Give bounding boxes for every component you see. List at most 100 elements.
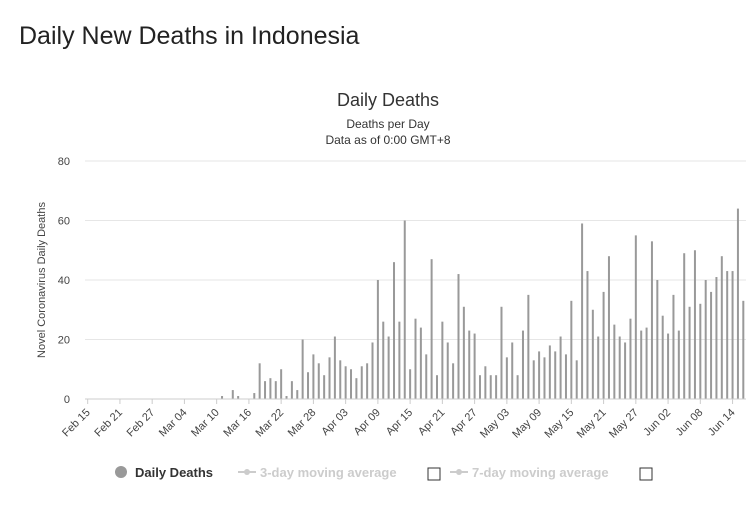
x-tick-label: Jun 08 (674, 407, 706, 439)
bar (452, 363, 455, 399)
bar (538, 351, 541, 399)
x-tick-label: Feb 27 (125, 407, 158, 440)
bar (269, 378, 272, 399)
bar (280, 369, 283, 399)
bar (532, 360, 535, 399)
bar (489, 375, 492, 399)
bar (323, 375, 326, 399)
x-tick-label: May 21 (575, 407, 609, 441)
bar (484, 366, 487, 399)
bar (403, 220, 406, 399)
bar (264, 381, 267, 399)
bar (527, 294, 530, 399)
bar (505, 357, 508, 399)
x-tick-label: Jun 14 (706, 407, 738, 439)
bar (672, 294, 675, 399)
bar (597, 336, 600, 399)
bar (301, 339, 304, 399)
x-tick-label: Apr 21 (416, 407, 447, 438)
bar (328, 357, 331, 399)
bar (435, 375, 438, 399)
bar (495, 375, 498, 399)
legend-item[interactable]: 3-day moving average (260, 465, 397, 480)
bar (720, 256, 723, 399)
legend-item[interactable]: Daily Deaths (135, 465, 213, 480)
bar (253, 393, 256, 399)
bar (683, 253, 686, 399)
x-tick-label: Mar 04 (157, 407, 190, 440)
x-tick-label: Mar 22 (254, 407, 287, 440)
checkbox[interactable] (639, 467, 653, 481)
chart-subtitle: Deaths per Day (346, 117, 429, 131)
bar (710, 291, 713, 399)
bar (441, 321, 444, 399)
bar (704, 280, 707, 399)
bar (688, 306, 691, 399)
bar (559, 336, 562, 399)
bar (586, 271, 589, 399)
bar (736, 208, 739, 399)
bar (425, 354, 428, 399)
bar (285, 396, 288, 399)
bar (312, 354, 315, 399)
bar (693, 250, 696, 399)
bar (543, 357, 546, 399)
x-tick-label: Apr 09 (352, 407, 383, 438)
bar (317, 363, 320, 399)
bar (564, 354, 567, 399)
bar (667, 333, 670, 399)
x-tick-label: Feb 15 (60, 407, 93, 440)
bar (371, 342, 374, 399)
bar (258, 363, 261, 399)
bar (382, 321, 385, 399)
y-tick-label: 0 (64, 394, 70, 406)
bar (409, 369, 412, 399)
legend-item[interactable]: 7-day moving average (472, 465, 609, 480)
bar (575, 360, 578, 399)
bar (237, 396, 240, 399)
x-tick-label: Feb 21 (92, 407, 125, 440)
bar (742, 300, 745, 399)
bar (699, 303, 702, 399)
y-tick-label: 20 (58, 335, 70, 347)
y-tick-label: 40 (58, 275, 70, 287)
bar (618, 336, 621, 399)
bar (731, 271, 734, 399)
x-tick-label: May 27 (607, 407, 641, 441)
x-tick-label: Mar 10 (189, 407, 222, 440)
bar (613, 324, 616, 399)
page-title: Daily New Deaths in Indonesia (19, 22, 360, 50)
x-tick-label: Apr 03 (319, 407, 350, 438)
bar (661, 315, 664, 399)
x-tick-label: Mar 28 (286, 407, 319, 440)
bar (591, 309, 594, 399)
x-tick-label: May 15 (542, 407, 576, 441)
bar (650, 241, 653, 399)
x-tick-label: Apr 27 (448, 407, 479, 438)
bar (231, 390, 234, 399)
bar (500, 306, 503, 399)
bar (548, 345, 551, 399)
bar (629, 318, 632, 399)
bar (726, 271, 729, 399)
chart-title: Daily Deaths (337, 90, 439, 110)
legend-symbol (456, 469, 462, 475)
bar (624, 342, 627, 399)
bar (355, 378, 358, 399)
bar (350, 369, 353, 399)
x-tick-label: Jun 02 (641, 407, 673, 439)
bar (554, 351, 557, 399)
bar (656, 280, 659, 399)
chart-subtitle: Data as of 0:00 GMT+8 (325, 133, 450, 147)
legend: Daily Deaths 3-day moving average 7-day … (115, 465, 653, 481)
bar (645, 327, 648, 399)
checkbox[interactable] (427, 467, 441, 481)
bar (516, 375, 519, 399)
bar (478, 375, 481, 399)
bar (376, 280, 379, 399)
legend-symbol (115, 466, 127, 478)
y-tick-label: 80 (58, 156, 70, 168)
bar (360, 366, 363, 399)
bar (602, 291, 605, 399)
